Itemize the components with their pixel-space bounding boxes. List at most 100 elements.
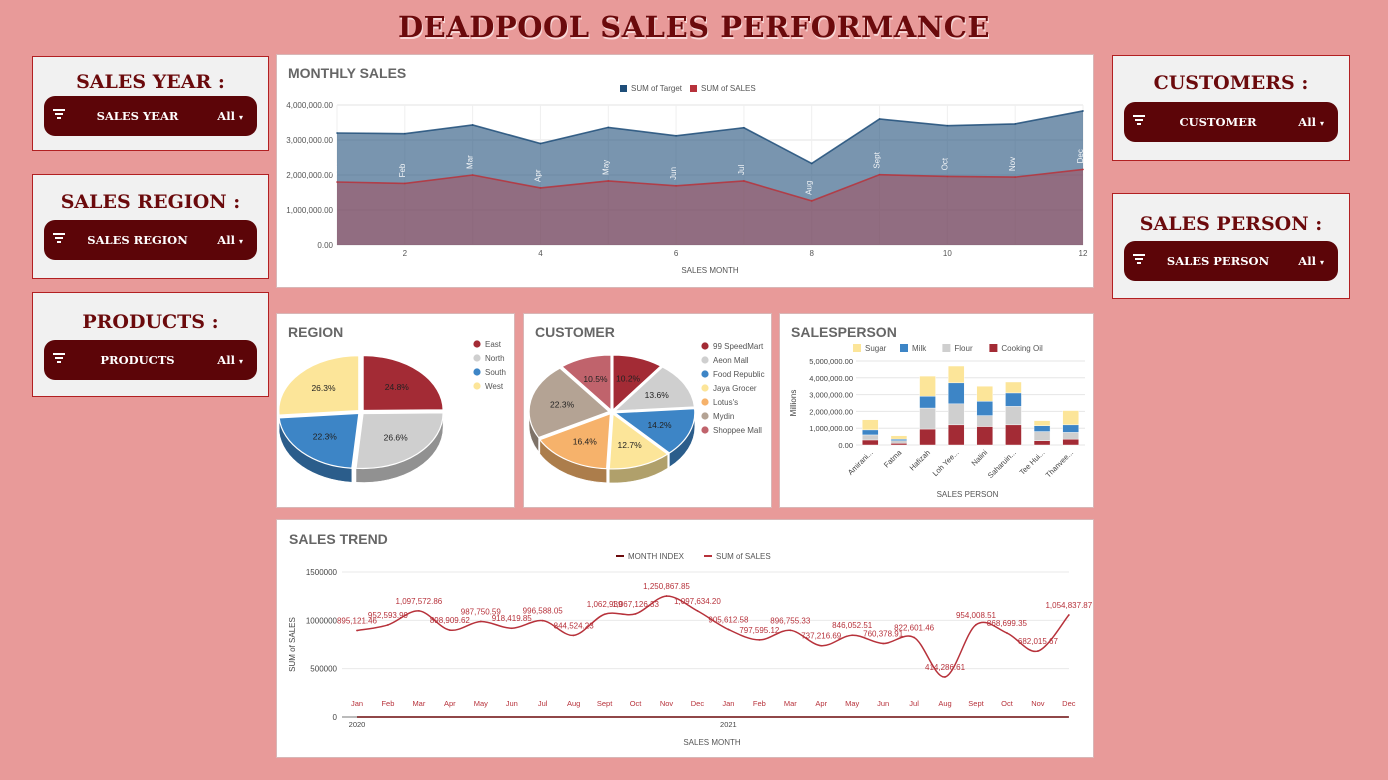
sales-year-filter-button[interactable]: SALES YEAR All ▾ — [44, 96, 257, 136]
point-label: Aug — [805, 181, 814, 195]
data-point — [471, 124, 474, 126]
x-tick-label: Aug — [938, 699, 951, 708]
bar-segment — [1005, 381, 1022, 394]
x-tick-label: 4 — [538, 249, 543, 258]
y-tick-label: 3,000,000.00 — [809, 391, 853, 400]
bar-segment — [976, 415, 994, 427]
x-tick-label: Mar — [412, 699, 425, 708]
bar-segment — [862, 434, 879, 441]
x-tick-label: Oct — [630, 699, 643, 708]
bar-segment — [890, 435, 908, 440]
sales-region-filter-button[interactable]: SALES REGION All ▾ — [44, 220, 257, 260]
legend-swatch — [473, 354, 481, 362]
sales-year-filter-label: SALES YEAR : — [76, 71, 225, 93]
bar-segment — [1033, 431, 1051, 441]
y-tick-label: 0.00 — [838, 441, 853, 450]
products-filter-pill-label: PRODUCTS — [100, 353, 175, 367]
legend-label: Milk — [912, 344, 927, 353]
data-label: 682,015.67 — [1018, 637, 1059, 646]
area-target — [337, 110, 1083, 245]
bar-segment — [890, 440, 908, 444]
y-tick-label: 3,000,000.00 — [286, 136, 333, 145]
point-label: Jul — [737, 165, 746, 175]
data-point — [1067, 614, 1070, 616]
line-sum-of-sales — [356, 595, 1070, 678]
data-point — [878, 173, 881, 176]
bar-segment — [862, 419, 879, 431]
chevron-down-icon: ▾ — [1319, 118, 1324, 128]
legend-label: Cooking Oil — [1001, 344, 1043, 353]
legend-swatch — [701, 412, 709, 420]
data-point — [946, 124, 949, 127]
pie-slice-label: 16.4% — [573, 437, 598, 447]
x-tick-label: Hafizah — [908, 448, 932, 472]
pie-slice — [538, 412, 612, 470]
data-point — [743, 126, 745, 129]
x-tick-label: Apr — [815, 699, 827, 708]
dashboard-title: DEADPOOL SALES PERFORMANCE — [398, 10, 990, 44]
bar-segment — [947, 403, 965, 426]
data-label: 1,097,634.20 — [674, 597, 721, 606]
legend-label: Jaya Grocer — [713, 384, 757, 393]
pie-slice-label: 14.2% — [647, 420, 672, 430]
legend-label: SUM of SALES — [701, 84, 756, 93]
filter-icon — [53, 353, 65, 365]
y-tick-label: 4,000,000.00 — [809, 374, 853, 383]
customers-filter-pill-label: CUSTOMER — [1179, 115, 1257, 129]
pie-slice-label: 22.3% — [313, 432, 338, 442]
x-tick-label: Oct — [1001, 699, 1014, 708]
data-point — [572, 634, 575, 637]
customers-filter-button[interactable]: CUSTOMER All ▾ — [1124, 102, 1338, 142]
filter-icon — [1133, 254, 1145, 266]
bar-segment — [919, 375, 936, 397]
bar-segment — [1005, 392, 1022, 407]
pie-slice-label: 10.2% — [616, 374, 641, 384]
bar-segment — [1062, 424, 1079, 433]
data-point — [336, 132, 338, 134]
data-point — [665, 595, 668, 597]
filter-icon — [53, 109, 65, 121]
bar-segment — [1062, 438, 1079, 446]
legend-label: MONTH INDEX — [628, 552, 685, 561]
region-title: REGION — [288, 324, 344, 340]
legend-swatch — [701, 342, 709, 350]
data-point — [675, 185, 677, 187]
salesperson-filter-value: All ▾ — [1298, 254, 1324, 268]
data-label: 987,750.59 — [461, 608, 502, 617]
y-tick-label: 0 — [333, 713, 338, 722]
bar-segment — [1062, 410, 1079, 426]
legend-swatch — [473, 340, 481, 348]
pie-slice — [278, 355, 360, 416]
x-tick-label: Apr — [444, 699, 456, 708]
x-tick-label: Sept — [968, 699, 984, 708]
x-tick-label: Mar — [784, 699, 797, 708]
customers-filter-value: All ▾ — [1298, 115, 1324, 129]
data-label: 822,601.46 — [894, 623, 935, 632]
x-tick-label: Nov — [1031, 699, 1045, 708]
data-point — [727, 628, 730, 631]
point-label: Jun — [669, 167, 678, 180]
y-tick-label: 1,000,000.00 — [286, 206, 333, 215]
point-label: Oct — [940, 157, 949, 170]
salesperson-filter-button[interactable]: SALES PERSON All ▾ — [1124, 241, 1338, 281]
legend-label: Aeon Mall — [713, 356, 749, 365]
bar-segment — [919, 428, 936, 446]
chevron-down-icon: ▾ — [1319, 257, 1324, 267]
y-axis-label: SUM of SALES — [288, 617, 297, 672]
x-tick-label: 8 — [810, 249, 815, 258]
x-tick-label: Aug — [567, 699, 580, 708]
x-tick-label: Jun — [877, 699, 889, 708]
pie-slice — [362, 354, 444, 412]
customer-title: CUSTOMER — [535, 324, 615, 340]
sales-trend-chart: 0 500000 1000000 1500000 895,121.46952,593.9… — [288, 552, 1093, 747]
data-point — [820, 644, 823, 647]
point-label: Apr — [533, 169, 542, 182]
products-filter-button[interactable]: PRODUCTS All ▾ — [44, 340, 257, 380]
x-tick-label: Feb — [381, 699, 394, 708]
sales-year-filter-pill-label: SALES YEAR — [96, 109, 179, 123]
legend-label: East — [485, 340, 502, 349]
legend-swatch — [900, 344, 908, 352]
y-tick-label: 0.00 — [317, 241, 333, 250]
bar-segment — [862, 429, 879, 436]
x-tick-label: Amirani... — [846, 448, 875, 477]
